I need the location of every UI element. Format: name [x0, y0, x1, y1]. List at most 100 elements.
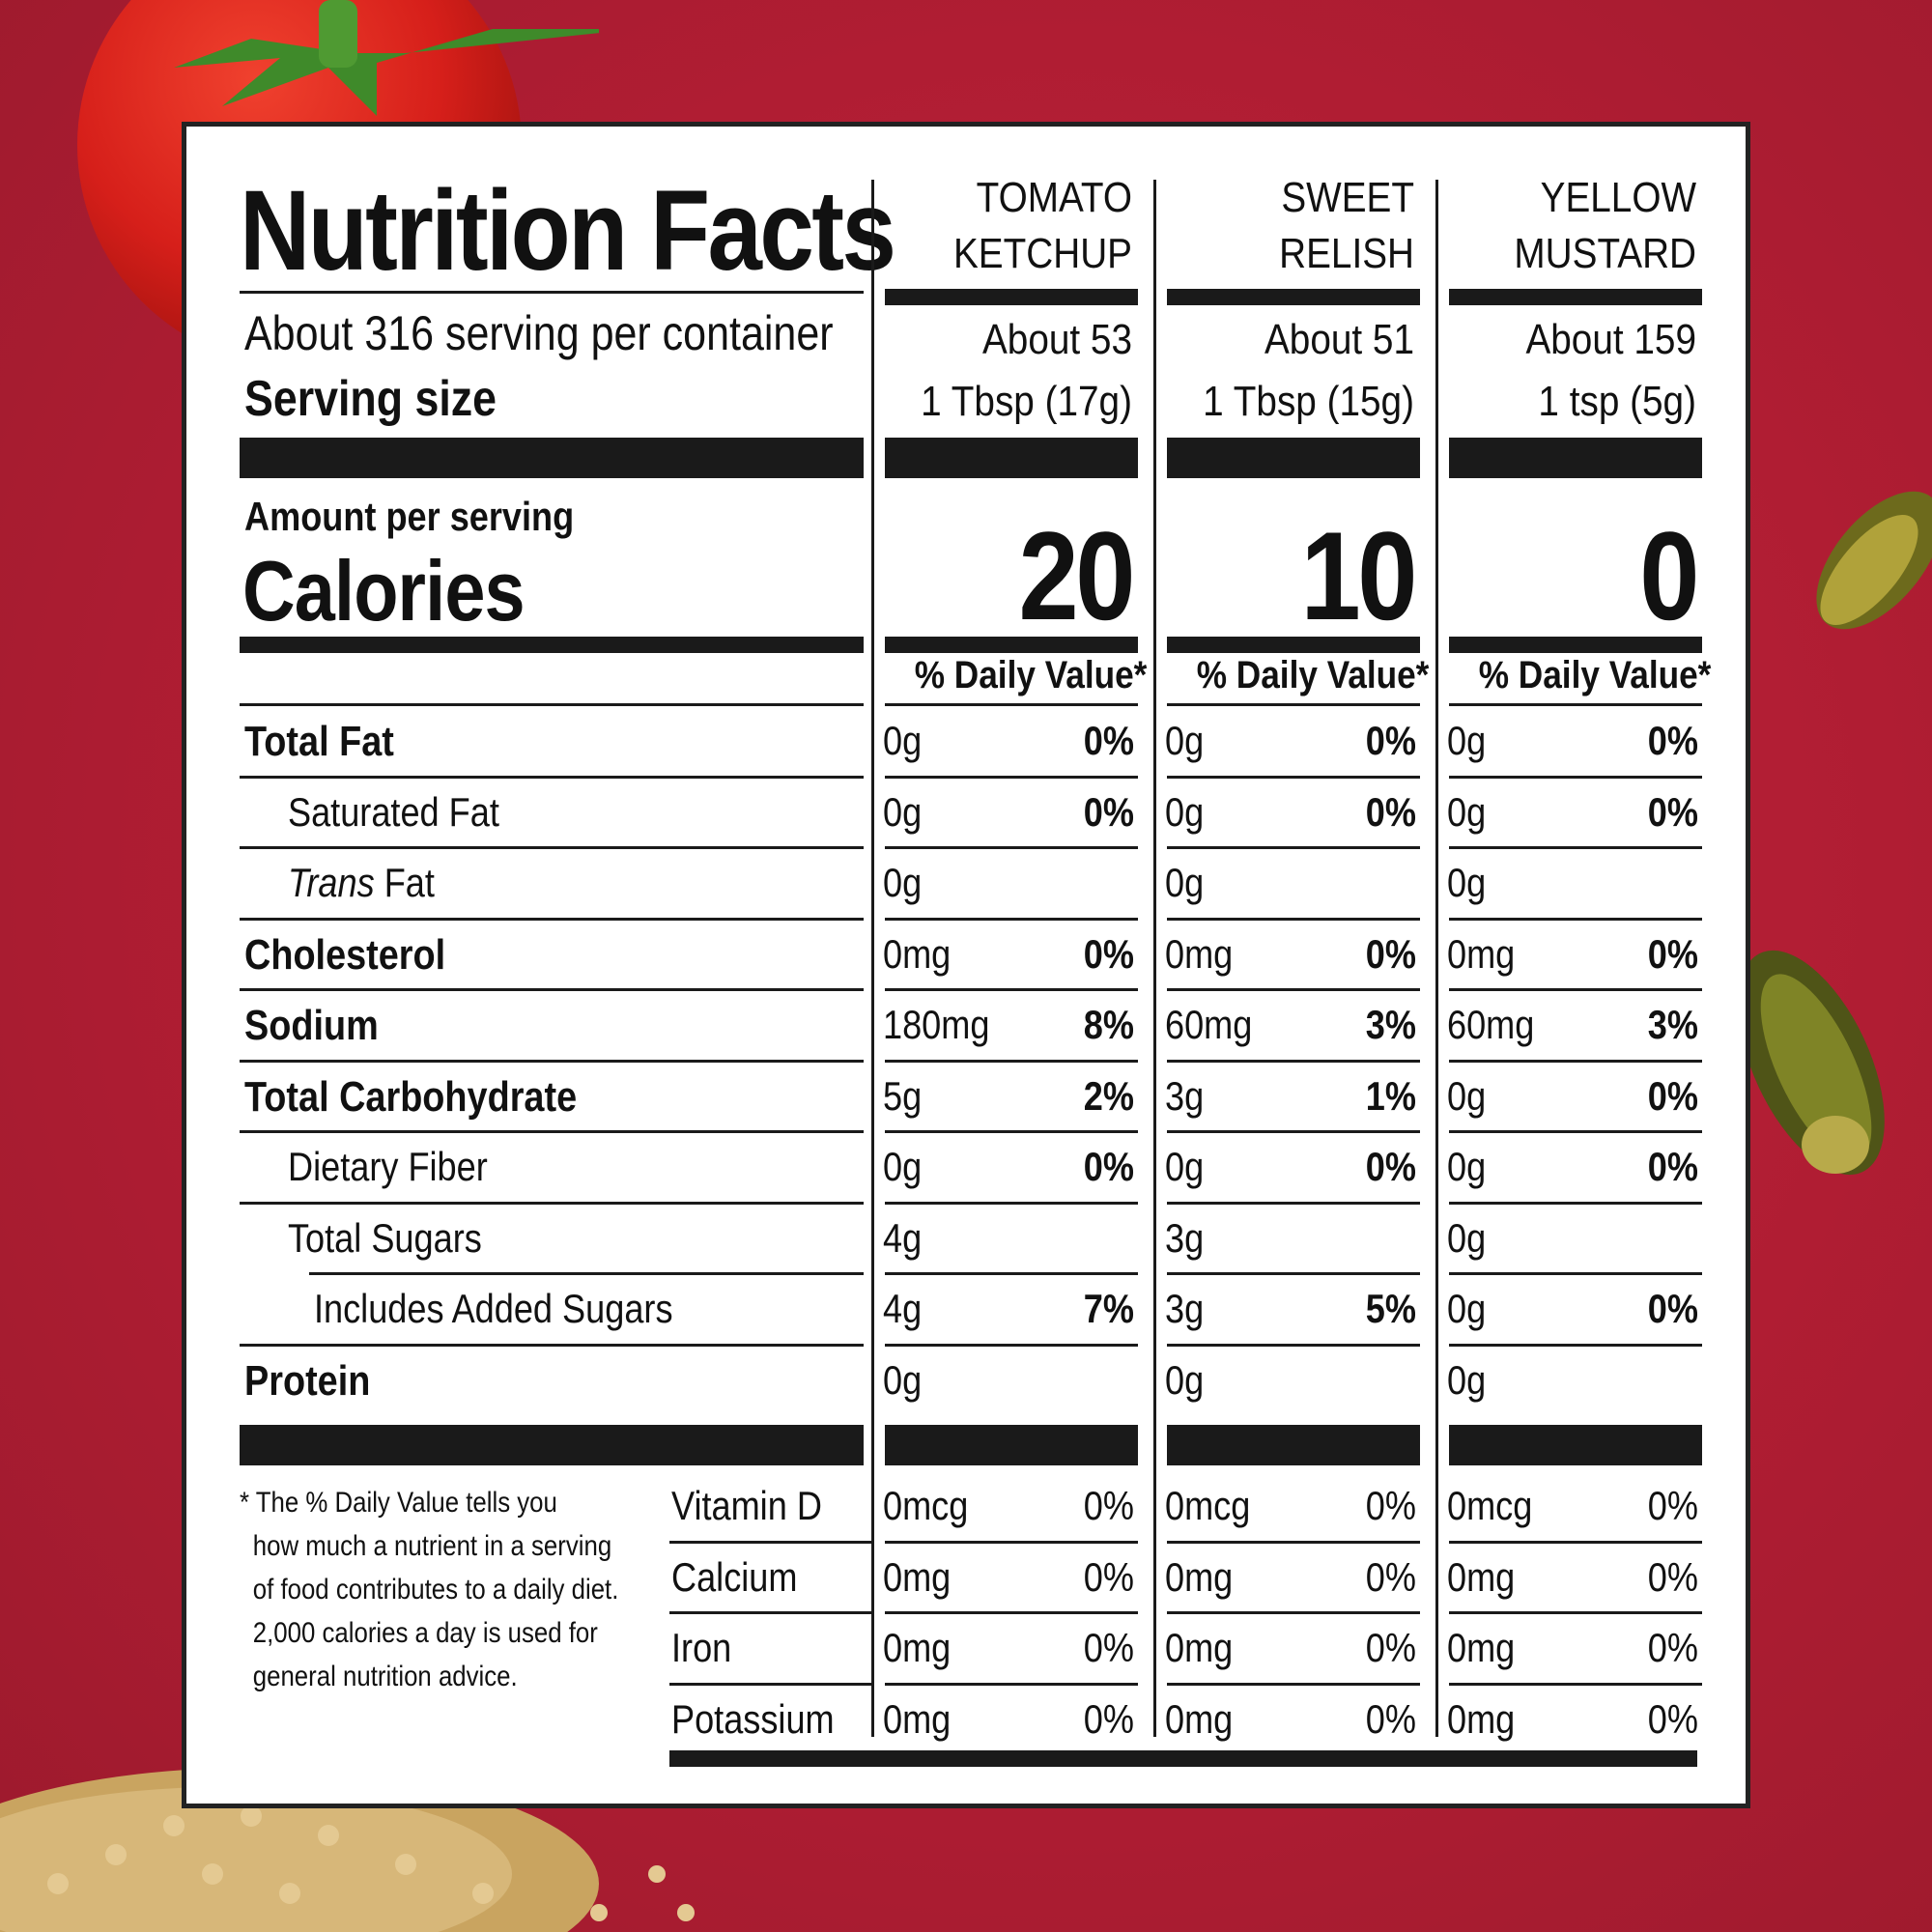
vitamin-label: Potassium	[671, 1695, 835, 1742]
serving-size-value: 1 Tbsp (15g)	[1203, 378, 1414, 425]
daily-value-header: % Daily Value*	[1478, 654, 1712, 696]
nutrient-daily-value: 0%	[1647, 1144, 1698, 1189]
divider	[1167, 1272, 1420, 1275]
nutrient-daily-value: 0%	[1083, 930, 1134, 977]
nutrient-amount: 0g	[1165, 788, 1205, 835]
pickle-image	[1738, 950, 1885, 1176]
calories-value: 20	[1018, 505, 1136, 646]
vitamin-label: Calcium	[671, 1553, 798, 1600]
nutrient-daily-value: 7%	[1083, 1286, 1134, 1331]
nutrient-amount: 3g	[1165, 1072, 1205, 1119]
vitamin-daily-value: 0%	[1365, 1625, 1416, 1670]
divider	[669, 1611, 872, 1614]
nutrient-daily-value: 0%	[1365, 718, 1416, 763]
medium-divider	[1449, 637, 1702, 653]
vitamin-daily-value: 0%	[1083, 1553, 1134, 1600]
nutrient-amount: 0g	[883, 788, 923, 835]
nutrient-amount: 0g	[1447, 1072, 1487, 1119]
column-separator	[1153, 180, 1156, 1737]
divider	[1449, 775, 1702, 779]
divider	[885, 703, 1138, 706]
divider	[1167, 1540, 1420, 1544]
bottom-divider	[669, 1750, 1697, 1767]
vitamin-daily-value: 0%	[1083, 1625, 1134, 1670]
nutrient-daily-value: 3%	[1365, 1002, 1416, 1047]
divider	[1449, 1059, 1702, 1063]
divider	[885, 917, 1138, 921]
nutrient-amount: 4g	[883, 1286, 923, 1331]
divider	[1449, 988, 1702, 991]
divider	[669, 1540, 872, 1544]
divider	[240, 291, 864, 294]
nutrient-amount: 0g	[1447, 1144, 1487, 1189]
thick-divider	[240, 1425, 864, 1465]
thick-divider	[1449, 1425, 1702, 1465]
nutrient-amount: 60mg	[1165, 1002, 1253, 1047]
divider	[1449, 1343, 1702, 1347]
product-name: MUSTARD	[1514, 230, 1696, 277]
nutrient-daily-value: 2%	[1083, 1072, 1134, 1119]
divider	[240, 1059, 864, 1063]
thick-divider	[885, 1425, 1138, 1465]
vitamin-amount: 0mg	[883, 1695, 952, 1742]
divider	[885, 988, 1138, 991]
vitamin-amount: 0mg	[1165, 1695, 1234, 1742]
divider	[885, 1540, 1138, 1544]
product-name: RELISH	[1279, 230, 1414, 277]
divider	[885, 775, 1138, 779]
vitamin-label: Vitamin D	[671, 1483, 822, 1528]
nutrient-label: Total Sugars	[288, 1214, 482, 1261]
nutrient-daily-value: 0%	[1647, 1072, 1698, 1119]
divider	[1167, 1611, 1420, 1614]
divider	[885, 846, 1138, 849]
vitamin-daily-value: 0%	[1365, 1695, 1416, 1742]
nutrient-label: Total Carbohydrate	[244, 1072, 578, 1121]
medium-divider	[1449, 289, 1702, 305]
product-name: YELLOW	[1540, 174, 1696, 221]
pickle-image	[1816, 491, 1932, 630]
divider	[240, 703, 864, 706]
thick-divider	[1167, 1425, 1420, 1465]
nutrient-daily-value: 0%	[1365, 788, 1416, 835]
vitamin-amount: 0mg	[883, 1625, 952, 1670]
nutrient-label: Trans Fat	[288, 860, 435, 906]
footnote-line: * The % Daily Value tells you	[240, 1487, 557, 1519]
nutrient-amount: 3g	[1165, 1286, 1205, 1331]
nutrient-daily-value: 0%	[1083, 718, 1134, 763]
servings-per-container: About 316 serving per container	[244, 306, 834, 360]
nutrient-amount: 0mg	[1447, 930, 1516, 977]
vitamin-daily-value: 0%	[1365, 1553, 1416, 1600]
nutrient-amount: 3g	[1165, 1214, 1205, 1261]
nutrient-amount: 0g	[1447, 788, 1487, 835]
divider	[1449, 1130, 1702, 1133]
column-separator	[1435, 180, 1438, 1737]
divider	[1167, 1682, 1420, 1686]
servings-value: About 51	[1264, 316, 1414, 363]
nutrient-amount: 0g	[1447, 1356, 1487, 1403]
nutrient-amount: 0g	[1165, 1356, 1205, 1403]
divider	[1167, 1130, 1420, 1133]
divider	[885, 1682, 1138, 1686]
vitamin-amount: 0mg	[1165, 1553, 1234, 1600]
nutrient-amount: 0g	[1165, 860, 1205, 905]
divider	[1449, 917, 1702, 921]
divider	[1167, 775, 1420, 779]
divider	[669, 1682, 872, 1686]
nutrient-daily-value: 0%	[1365, 1144, 1416, 1189]
divider	[1167, 1201, 1420, 1205]
medium-divider	[240, 637, 864, 653]
footnote-line: general nutrition advice.	[252, 1661, 518, 1692]
servings-value: About 53	[981, 316, 1132, 363]
divider	[1167, 1059, 1420, 1063]
nutrient-amount: 0g	[883, 1356, 923, 1403]
mustard-seeds-image	[0, 1768, 695, 1932]
nutrient-label-text: Fat	[374, 860, 435, 905]
nutrient-amount: 180mg	[883, 1002, 990, 1047]
medium-divider	[885, 289, 1138, 305]
nutrient-amount: 0g	[883, 1144, 923, 1189]
nutrient-label: Total Fat	[244, 718, 394, 765]
product-name: SWEET	[1281, 174, 1414, 221]
nutrient-daily-value: 3%	[1647, 1002, 1698, 1047]
nutrient-label: Sodium	[244, 1002, 379, 1049]
divider	[240, 1201, 864, 1205]
